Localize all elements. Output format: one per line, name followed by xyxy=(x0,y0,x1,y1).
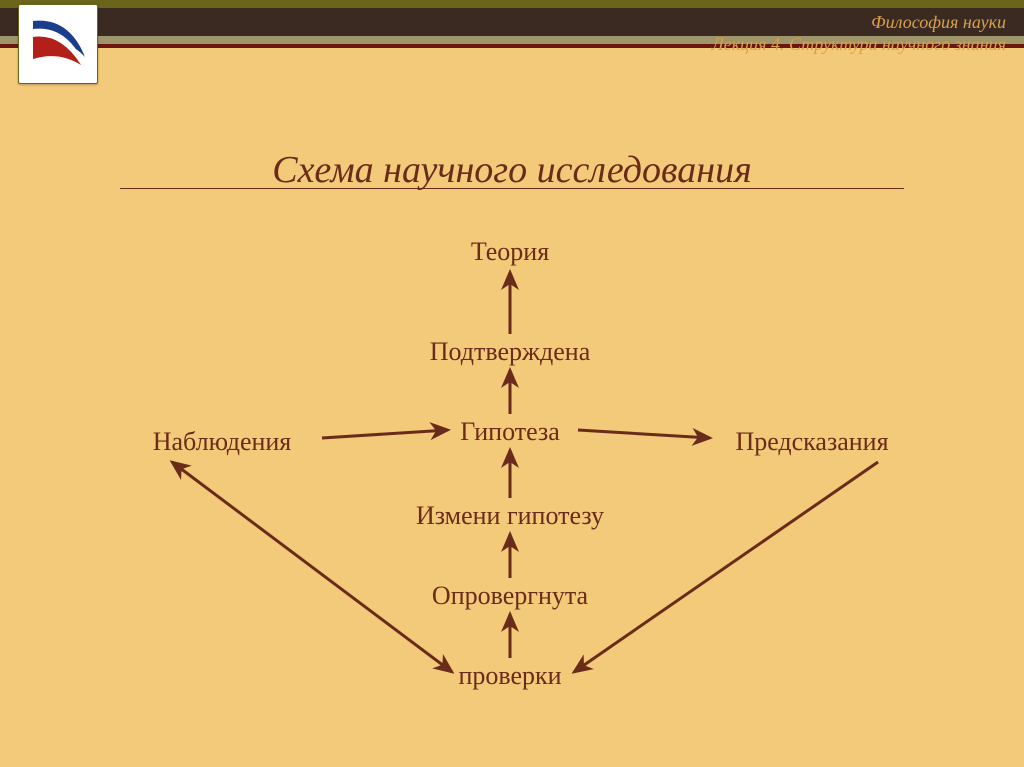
flowchart: Теория Подтверждена Гипотеза Наблюдения Пред… xyxy=(0,0,1024,767)
node-predictions: Предсказания xyxy=(735,427,888,457)
node-hypothesis: Гипотеза xyxy=(460,417,560,447)
node-theory: Теория xyxy=(471,237,549,267)
slide: Философия науки Лекция 4. Структура науч… xyxy=(0,0,1024,767)
node-change: Измени гипотезу xyxy=(416,501,604,531)
node-checks: проверки xyxy=(458,661,561,691)
node-observations: Наблюдения xyxy=(153,427,292,457)
node-confirmed: Подтверждена xyxy=(430,337,590,367)
node-refuted: Опровергнута xyxy=(432,581,588,611)
